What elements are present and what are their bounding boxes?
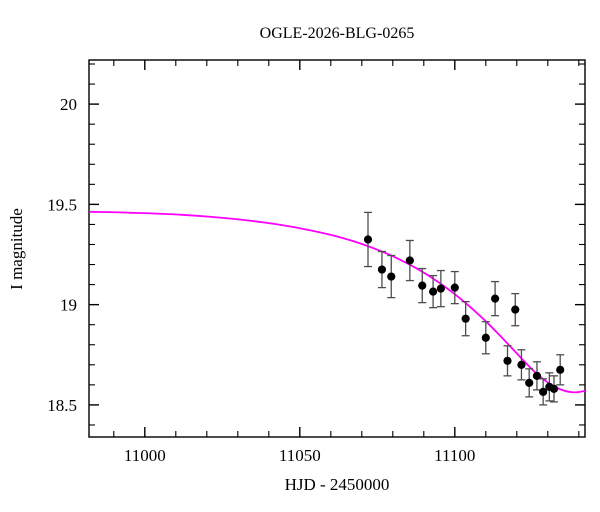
x-tick-label: 11100	[434, 446, 475, 465]
data-point	[517, 360, 526, 369]
plot-title-group: OGLE-2026-BLG-0265	[260, 25, 415, 42]
data-point	[532, 371, 542, 380]
data-point	[539, 387, 548, 396]
y-axis-tick-labels: 18.5 19 19.5 20	[47, 95, 77, 415]
plot-title: OGLE-2026-BLG-0265	[260, 25, 415, 42]
data-points-group	[363, 235, 565, 396]
data-point	[549, 384, 559, 393]
data-point	[491, 294, 500, 303]
data-point	[377, 265, 387, 274]
x-axis-ticks	[113, 60, 580, 437]
data-point	[511, 305, 520, 314]
data-point	[436, 284, 445, 293]
y-axis-label: I magnitude	[7, 208, 26, 290]
data-point	[450, 283, 459, 292]
data-point	[461, 314, 470, 323]
data-point	[429, 287, 438, 296]
x-tick-label: 11000	[124, 446, 166, 465]
data-point	[363, 235, 373, 244]
data-point	[503, 356, 512, 365]
data-point	[481, 333, 490, 342]
model-curve-group	[89, 210, 585, 394]
x-axis-label: HJD - 2450000	[285, 475, 390, 494]
x-tick-label: 11050	[279, 446, 321, 465]
data-point	[556, 365, 565, 374]
data-point	[387, 272, 396, 281]
axes-border	[88, 59, 586, 438]
y-tick-label: 19	[60, 296, 77, 315]
data-point	[418, 281, 427, 290]
x-axis-tick-labels: 11000 11050 11100	[124, 446, 476, 465]
data-point	[405, 256, 414, 265]
model-curve	[89, 210, 585, 394]
y-axis-ticks	[89, 63, 585, 426]
data-point	[525, 378, 534, 387]
axes-frame	[88, 59, 586, 438]
y-tick-label: 18.5	[47, 396, 77, 415]
y-tick-label: 20	[60, 95, 77, 114]
y-tick-label: 19.5	[47, 195, 77, 214]
